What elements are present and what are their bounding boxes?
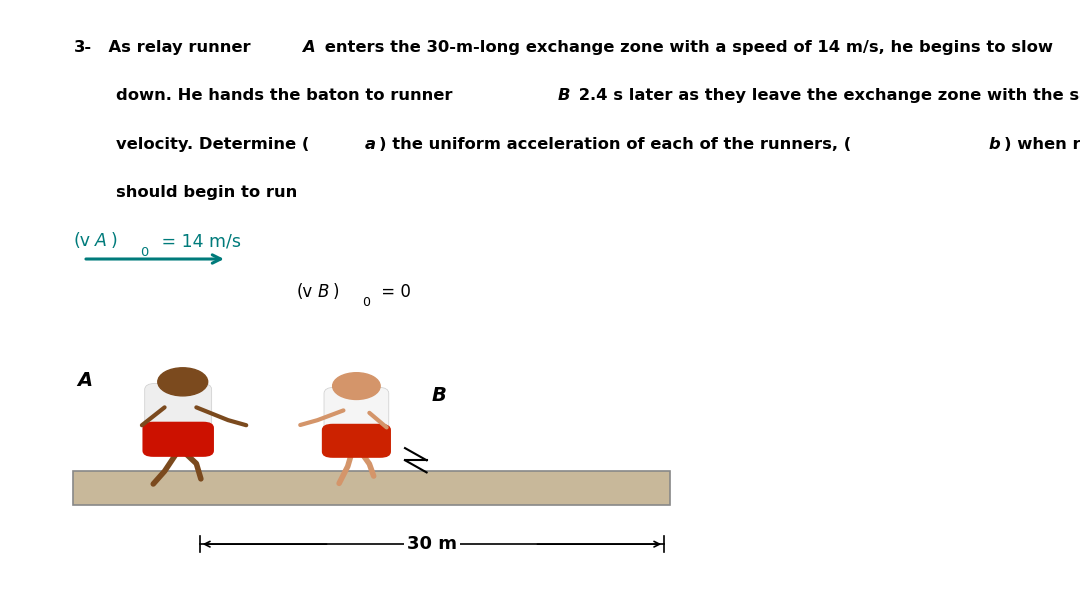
Text: (v: (v <box>73 232 91 250</box>
Circle shape <box>158 368 207 396</box>
Text: (v: (v <box>297 283 313 301</box>
Text: B: B <box>557 88 569 103</box>
Text: = 0: = 0 <box>376 283 410 301</box>
Text: A: A <box>302 40 315 55</box>
FancyBboxPatch shape <box>143 422 214 457</box>
Text: should begin to run: should begin to run <box>116 185 297 201</box>
Text: ) when runner: ) when runner <box>1003 137 1080 152</box>
Text: ) the uniform acceleration of each of the runners, (: ) the uniform acceleration of each of th… <box>379 137 851 152</box>
Text: A: A <box>95 232 107 250</box>
Text: ): ) <box>333 283 339 301</box>
FancyBboxPatch shape <box>324 387 389 448</box>
Text: As relay runner: As relay runner <box>97 40 256 55</box>
Text: 2.4 s later as they leave the exchange zone with the same: 2.4 s later as they leave the exchange z… <box>573 88 1080 103</box>
Text: 0: 0 <box>140 246 149 258</box>
Text: = 14 m/s: = 14 m/s <box>156 232 241 250</box>
Text: 0: 0 <box>362 296 369 309</box>
Text: a: a <box>365 137 376 152</box>
Bar <box>73 471 670 505</box>
FancyBboxPatch shape <box>145 384 212 447</box>
FancyBboxPatch shape <box>322 424 391 458</box>
Text: ): ) <box>110 232 118 250</box>
Text: down. He hands the baton to runner: down. He hands the baton to runner <box>116 88 458 103</box>
Text: B: B <box>432 386 447 405</box>
Text: 30 m: 30 m <box>407 535 457 553</box>
Text: enters the 30-m-long exchange zone with a speed of 14 m/s, he begins to slow: enters the 30-m-long exchange zone with … <box>319 40 1053 55</box>
Text: velocity. Determine (: velocity. Determine ( <box>116 137 309 152</box>
Circle shape <box>333 373 380 399</box>
Text: 3-: 3- <box>73 40 92 55</box>
Text: b: b <box>988 137 1000 152</box>
Text: A: A <box>78 371 93 390</box>
Text: B: B <box>318 283 329 301</box>
